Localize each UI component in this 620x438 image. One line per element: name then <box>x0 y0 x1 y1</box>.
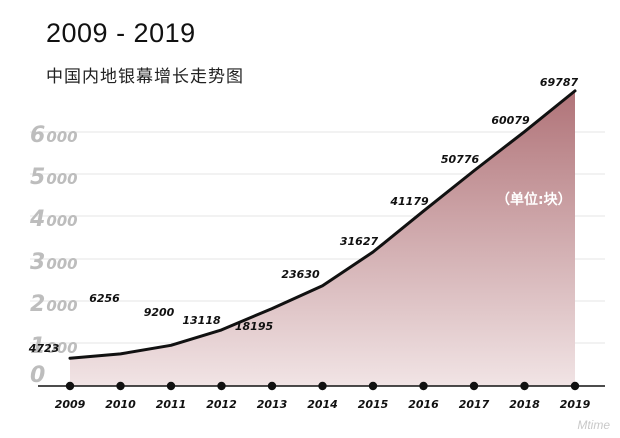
x-tick-label: 2014 <box>307 398 338 411</box>
unit-label: （单位:块） <box>496 191 572 208</box>
data-label: 31627 <box>340 235 379 248</box>
area-shape <box>70 90 575 387</box>
x-axis-dot <box>570 381 580 391</box>
data-label: 41179 <box>389 195 429 208</box>
y-tick-label: 5000 <box>30 165 78 190</box>
x-tick-label: 2019 <box>560 398 591 411</box>
y-axis-ticks: 0 1000 2000 3000 4000 5000 6000 <box>29 123 78 388</box>
data-label: 60079 <box>491 114 530 127</box>
x-tick-label: 2010 <box>105 398 136 411</box>
x-axis-dot <box>116 381 125 391</box>
x-tick-label: 2016 <box>408 398 439 411</box>
data-label: 13118 <box>182 314 221 327</box>
data-label: 18195 <box>235 320 274 333</box>
x-tick-label: 2017 <box>459 398 490 411</box>
x-tick-label: 2012 <box>206 398 237 411</box>
x-tick-label: 2018 <box>509 398 540 411</box>
x-axis-dot <box>267 381 277 391</box>
data-label: 9200 <box>144 306 175 319</box>
data-label: 23630 <box>281 268 320 281</box>
x-tick-label: 2013 <box>257 398 288 411</box>
y-tick-label: 4000 <box>29 207 78 232</box>
data-label: 69787 <box>540 76 579 89</box>
data-label: 50776 <box>441 153 480 166</box>
y-tick-label: 2000 <box>30 292 78 317</box>
data-labels: 4723 6256 9200 13118 18195 23630 31627 41179 507… <box>28 76 579 355</box>
x-axis-ticks: 2009 2010 2011 2012 2013 2014 2015 2016 2017 2018… <box>55 398 591 411</box>
watermark-logo: Mtime <box>577 418 610 432</box>
x-tick-label: 2011 <box>156 398 187 411</box>
x-tick-label: 2009 <box>55 398 86 411</box>
x-axis-dot <box>65 381 75 391</box>
y-tick-label: 1000 <box>30 334 78 359</box>
x-tick-label: 2015 <box>358 398 389 411</box>
data-label: 6256 <box>89 292 120 305</box>
chart-subtitle: 中国内地银幕增长走势图 <box>46 67 244 87</box>
y-tick-label: 0 <box>30 363 45 388</box>
series-line <box>68 89 577 360</box>
x-axis-dot <box>368 381 378 391</box>
y-tick-label: 6000 <box>30 123 78 148</box>
data-label: 4723 <box>28 342 60 355</box>
x-axis-dot <box>166 381 176 391</box>
x-axis-dot <box>318 381 327 391</box>
y-tick-label: 3000 <box>30 250 78 275</box>
x-axis-dot <box>419 381 428 391</box>
x-axis-dot <box>469 381 479 391</box>
chart-title: 2009 - 2019 <box>46 18 196 48</box>
area-fill <box>70 90 575 387</box>
series-line-path <box>68 89 577 360</box>
x-axis-dot <box>520 381 529 391</box>
x-axis-dots <box>65 381 580 391</box>
x-axis-dot <box>217 381 226 391</box>
